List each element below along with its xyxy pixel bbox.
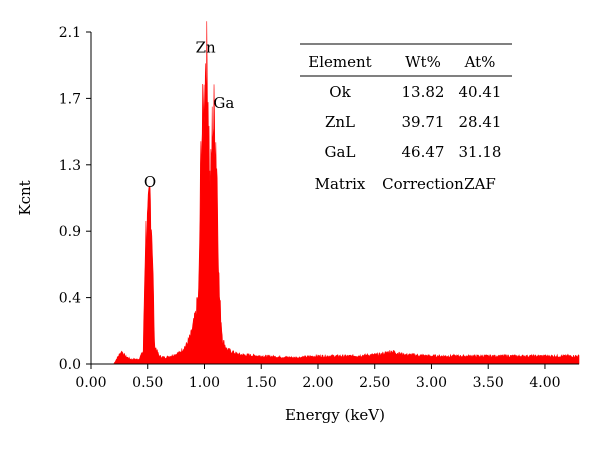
table-cell: ZnL: [325, 113, 355, 131]
x-tick-label: 0.50: [132, 375, 163, 391]
table-cell: 28.41: [459, 113, 502, 131]
x-tick-label: 3.50: [473, 375, 504, 391]
x-tick-label: 0.00: [75, 375, 106, 391]
table-cell: 39.71: [402, 113, 445, 131]
peak-label-ga: Ga: [213, 94, 234, 112]
peak-label-o: O: [144, 173, 156, 191]
x-tick-label: 2.00: [302, 375, 333, 391]
table-cell: 46.47: [402, 143, 445, 161]
x-tick-label: 4.00: [529, 375, 560, 391]
table-cell: Ok: [329, 83, 351, 101]
x-tick-label: 1.50: [246, 375, 277, 391]
table-header-wt: Wt%: [405, 53, 441, 71]
composition-table: Element Wt% At% Ok 13.82 40.41 ZnL 39.71…: [300, 43, 512, 193]
table-footer-zaf: ZAF: [464, 175, 496, 193]
x-tick-labels: 0.00 0.50 1.00 1.50 2.00 2.50 3.00 3.50 4.00: [75, 375, 560, 391]
spectrum-area: [91, 21, 580, 365]
x-tick-label: 1.00: [189, 375, 220, 391]
peak-label-zn: Zn: [196, 38, 216, 56]
y-tick-label: 0.9: [59, 224, 81, 240]
y-tick-label: 0.4: [59, 291, 81, 307]
y-axis-title: Kcnt: [16, 180, 34, 215]
peak-labels: O Zn Ga: [144, 38, 234, 190]
y-tick-label: 0.0: [59, 357, 81, 373]
x-tick-label: 3.00: [416, 375, 447, 391]
table-footer-correction: Correction: [382, 175, 464, 193]
x-tick-label: 2.50: [359, 375, 390, 391]
table-cell: 31.18: [459, 143, 502, 161]
y-tick-label: 1.7: [59, 91, 81, 107]
axis-ticks: [86, 31, 546, 369]
y-tick-label: 2.1: [59, 25, 81, 41]
table-header-at: At%: [464, 53, 496, 71]
table-cell: 13.82: [402, 83, 445, 101]
y-tick-labels: 0.0 0.4 0.9 1.3 1.7 2.1: [59, 25, 81, 373]
y-tick-label: 1.3: [59, 158, 81, 174]
table-cell: GaL: [325, 143, 356, 161]
table-cell: 40.41: [459, 83, 502, 101]
table-footer-matrix: Matrix: [315, 175, 366, 193]
table-header-element: Element: [308, 53, 371, 71]
x-axis-title: Energy (keV): [285, 406, 385, 424]
